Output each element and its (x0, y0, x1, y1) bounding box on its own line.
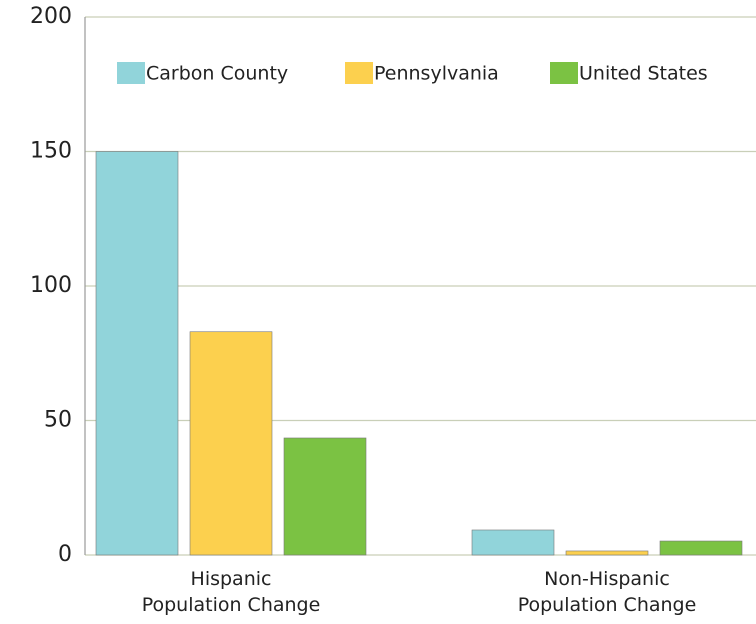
y-tick-label: 0 (58, 542, 72, 567)
bar (471, 529, 555, 556)
bar (565, 550, 649, 556)
bar (283, 437, 367, 556)
y-tick-label: 150 (30, 139, 72, 164)
y-tick-label: 200 (30, 4, 72, 29)
y-tick-label: 50 (44, 408, 72, 433)
legend-swatch (117, 62, 145, 84)
bar (189, 331, 273, 556)
legend-swatch (345, 62, 373, 84)
y-tick-label: 100 (30, 273, 72, 298)
legend-label: Carbon County (146, 63, 288, 85)
legend-label: United States (579, 63, 708, 85)
bar (659, 540, 743, 556)
legend-swatch (550, 62, 578, 84)
x-tick-label: Hispanic Population Change (141, 568, 321, 616)
bar (95, 151, 179, 556)
x-tick-label: Non-Hispanic Population Change (517, 568, 697, 616)
legend-label: Pennsylvania (374, 63, 499, 85)
